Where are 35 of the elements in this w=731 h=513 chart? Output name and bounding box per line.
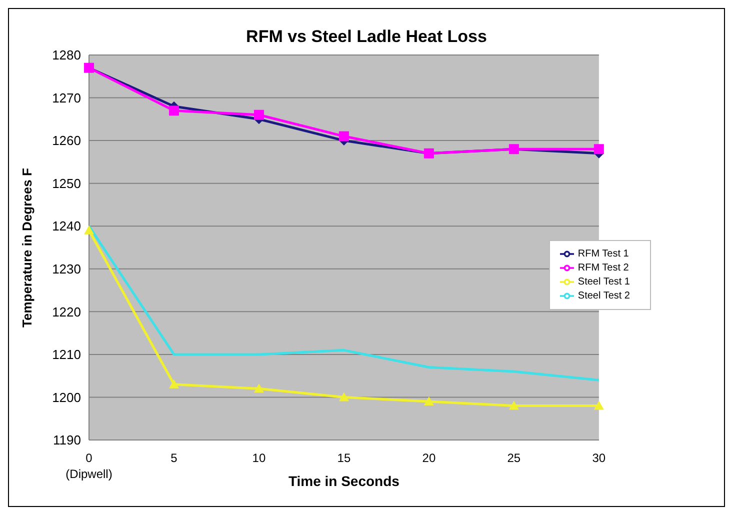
point [168,379,179,388]
point [594,144,604,154]
legend-label: RFM Test 2 [578,262,629,274]
point [424,396,434,406]
y-tick-label: 1210 [52,347,81,362]
point [168,106,179,116]
point [508,400,519,410]
x-tick-label: 30 [592,451,606,465]
legend-label: Steel Test 1 [578,276,630,288]
y-tick-label: 1220 [52,304,81,320]
x-tick-label: 20 [422,451,436,465]
y-tick-label: 1240 [52,218,81,234]
y-tick-label: 1260 [52,133,81,148]
chart-title: RFM vs Steel Ladle Heat Loss [245,27,488,47]
y-tick-label: 1200 [52,390,81,405]
point [594,400,604,410]
point [84,225,94,234]
x-tick-label: 0 (Dipwell) [66,451,112,481]
legend-label: RFM Test 1 [578,248,629,260]
point [254,110,264,120]
y-axis-title: Temperature in Degrees F [20,168,35,328]
point [338,392,349,402]
x-tick-label: 10 [252,451,266,465]
x-tick-label: 25 [507,451,521,465]
y-tick-label: 1280 [52,48,81,63]
y-tick-label: 1230 [52,262,81,277]
x-tick-label: 15 [337,451,351,465]
y-tick-label: 1190 [53,432,81,448]
legend-label: Steel Test 2 [578,290,630,302]
x-axis-title: Time in Seconds [288,473,400,489]
x-tick-label: 5 [170,451,178,465]
y-tick-label: 1250 [52,176,81,191]
point [254,384,264,393]
y-tick-label: 1270 [52,90,81,106]
point [338,131,349,142]
